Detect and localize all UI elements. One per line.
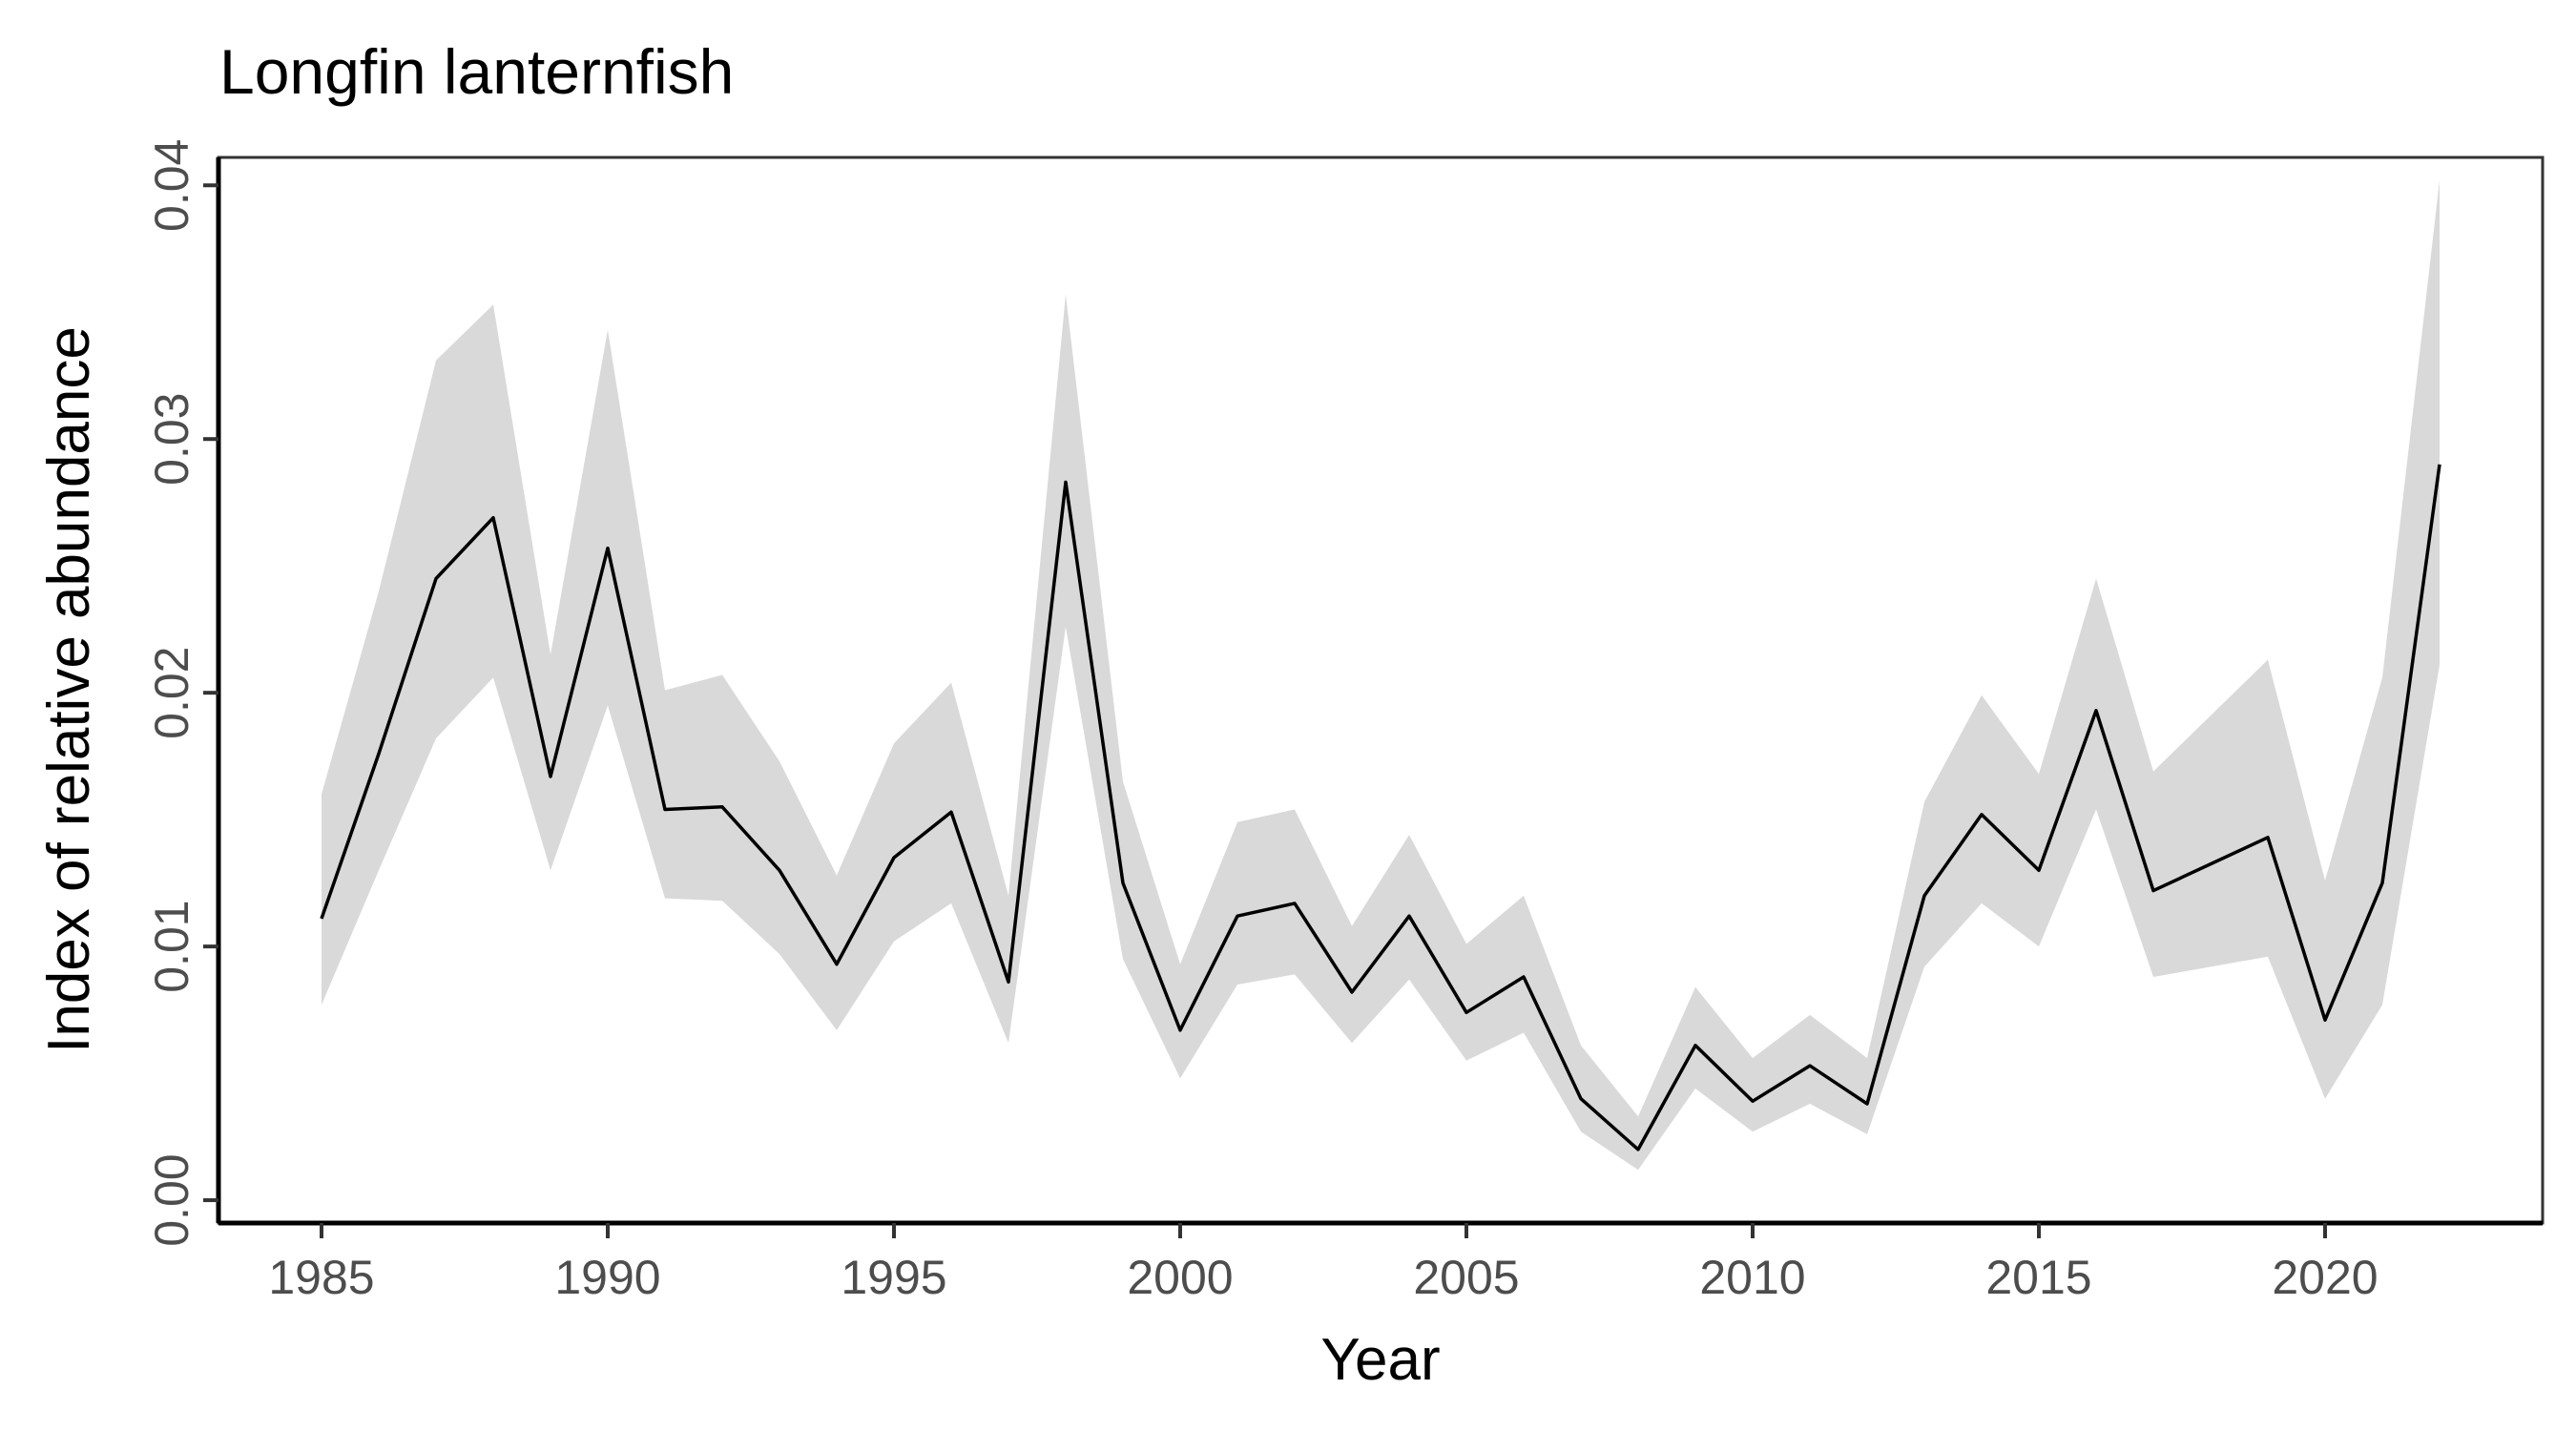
x-tick-label: 1985 [268, 1251, 374, 1304]
x-tick-label: 2015 [1985, 1251, 2091, 1304]
x-tick-label: 2000 [1127, 1251, 1233, 1304]
x-axis-ticks: 1985 1990 1995 2000 2005 2010 2015 2020 [268, 1223, 2379, 1304]
confidence-ribbon [322, 179, 2440, 1171]
x-axis-title: Year [1320, 1327, 1440, 1393]
x-tick-label: 1990 [554, 1251, 660, 1304]
y-axis-ticks: 0.00 0.01 0.02 0.03 0.04 [145, 139, 218, 1247]
chart-title: Longfin lanternfish [219, 36, 734, 107]
y-tick-label: 0.02 [145, 647, 198, 739]
y-tick-label: 0.01 [145, 900, 198, 992]
y-tick-label: 0.04 [145, 139, 198, 232]
y-tick-label: 0.00 [145, 1153, 198, 1246]
x-tick-label: 2020 [2272, 1251, 2378, 1304]
index-line [320, 464, 2441, 1151]
x-tick-label: 2005 [1413, 1251, 1519, 1304]
y-tick-label: 0.03 [145, 393, 198, 486]
x-tick-label: 1995 [841, 1251, 946, 1304]
y-axis-title: Index of relative abundance [36, 326, 102, 1053]
index-line-layer [320, 464, 2441, 1151]
confidence-ribbon-layer [322, 179, 2440, 1171]
x-tick-label: 2010 [1699, 1251, 1805, 1304]
